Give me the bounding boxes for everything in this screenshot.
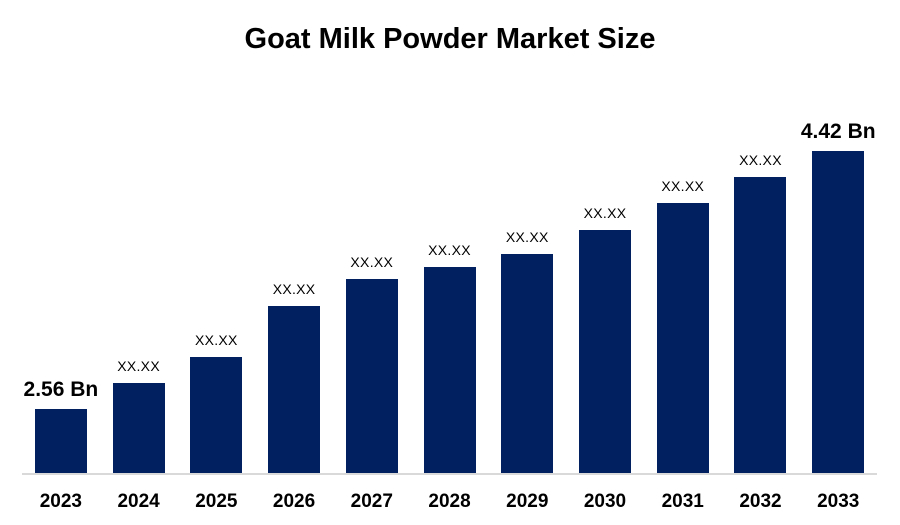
bar-2028 [423,267,476,473]
bar-value-label-2030: XX.XX [583,205,627,221]
chart-title: Goat Milk Powder Market Size [244,23,656,55]
x-axis-labels: 2023 2024 2025 2026 2027 2028 2029 2030 2031 2032… [22,491,877,513]
bar-2025 [190,357,243,473]
bar-2029 [501,254,554,473]
bar-value-label-2027: XX.XX [350,254,394,270]
bar-value-label-2024: XX.XX [117,358,160,374]
x-axis-label-2027: 2027 [350,491,393,512]
bar-value-label-2033: 4.42 Bn [800,120,876,143]
bar-column-2027: XX.XX [333,254,411,473]
bar-column-2029: XX.XX [488,229,566,473]
bar-column-2025: XX.XX [177,332,255,473]
x-axis-label-2033: 2033 [817,491,860,512]
x-axis-label-2024: 2024 [117,491,160,512]
x-axis-label-2025: 2025 [195,491,238,512]
bar-value-label-2023: 2.56 Bn [23,378,99,401]
bar-2024 [112,383,165,473]
x-axis-label-2031: 2031 [661,491,704,512]
bar-2023 [34,409,87,473]
bar-2033 [812,151,865,473]
bar-2032 [734,177,787,473]
bar-value-label-2029: XX.XX [505,229,549,245]
bar-column-2030: XX.XX [566,205,644,473]
bar-column-2028: XX.XX [411,242,489,473]
bar-column-2023: 2.56 Bn [22,378,100,473]
bar-2030 [579,230,631,473]
x-axis-label-2026: 2026 [272,491,316,512]
bar-column-2033: 4.42 Bn [799,120,877,473]
x-axis-label-2032: 2032 [739,491,782,512]
bar-column-2032: XX.XX [722,152,800,473]
bar-value-label-2032: XX.XX [739,152,782,168]
bar-column-2031: XX.XX [644,178,722,473]
plot-area: 2.56 Bn XX.XX XX.XX XX.XX XX.XX XX.XX XX.XX XX.… [22,0,877,525]
bar-2027 [345,279,398,473]
x-axis-label-2028: 2028 [428,491,471,512]
x-axis-label-2023: 2023 [39,491,82,512]
x-axis-label-2029: 2029 [506,491,549,512]
x-axis-line [22,473,877,475]
x-axis-label-2030: 2030 [583,491,627,512]
bar-2031 [656,203,709,473]
bar-column-2024: XX.XX [100,358,178,473]
bars-row: 2.56 Bn XX.XX XX.XX XX.XX XX.XX XX.XX XX.XX XX.… [22,73,877,473]
bar-value-label-2031: XX.XX [661,178,705,194]
bar-value-label-2025: XX.XX [194,332,238,348]
bar-column-2026: XX.XX [255,281,333,473]
bar-value-label-2028: XX.XX [428,242,471,258]
bar-2026 [268,306,321,473]
bar-value-label-2026: XX.XX [272,281,316,297]
